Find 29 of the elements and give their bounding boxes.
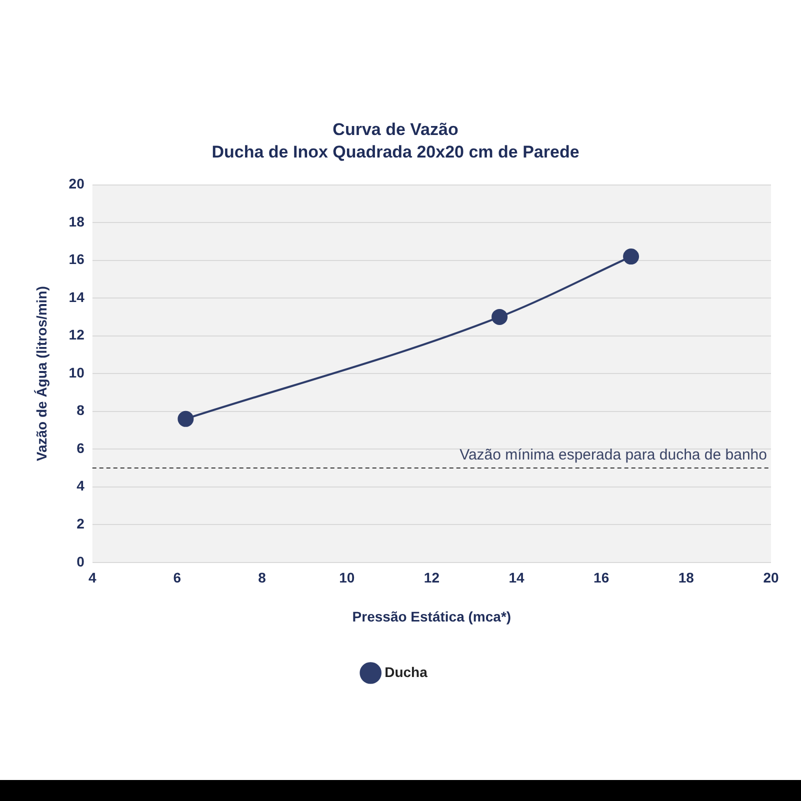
y-tick-label: 0	[76, 553, 85, 570]
ref-line-label: Vazão mínima esperada para ducha de banho	[460, 446, 767, 464]
x-tick-label: 20	[763, 570, 779, 586]
x-tick-label: 6	[173, 570, 182, 586]
y-tick-label: 4	[76, 478, 85, 494]
chart-title: Curva de Vazão	[332, 120, 458, 139]
y-tick-label: 14	[68, 288, 85, 305]
x-axis-title: Pressão Estática (mca*)	[352, 608, 512, 624]
x-tick-label: 14	[508, 570, 525, 586]
point	[623, 248, 640, 265]
point	[178, 410, 194, 427]
x-tick-label: 16	[594, 570, 610, 586]
y-tick-label: 2	[76, 516, 85, 532]
y-tick-label: 8	[76, 402, 85, 418]
x-tick-label: 12	[424, 570, 440, 586]
y-tick-label: 18	[68, 213, 85, 230]
x-tick-label: 18	[678, 570, 694, 586]
x-tick-label: 4	[88, 570, 96, 586]
y-tick-label: 16	[68, 251, 85, 268]
y-tick-label: 20	[68, 176, 85, 192]
legend-label: Ducha	[384, 664, 428, 680]
y-tick-label: 6	[76, 440, 85, 456]
y-axis-title: Vazão de Água (litros/min)	[33, 286, 50, 462]
point	[492, 308, 508, 325]
x-tick-label: 8	[258, 570, 266, 586]
y-tick-label: 10	[68, 364, 85, 380]
chart-subtitle: Ducha de Inox Quadrada 20x20 cm de Parede	[212, 142, 580, 162]
x-tick-label: 10	[339, 570, 355, 586]
y-tick-label: 12	[68, 326, 85, 343]
